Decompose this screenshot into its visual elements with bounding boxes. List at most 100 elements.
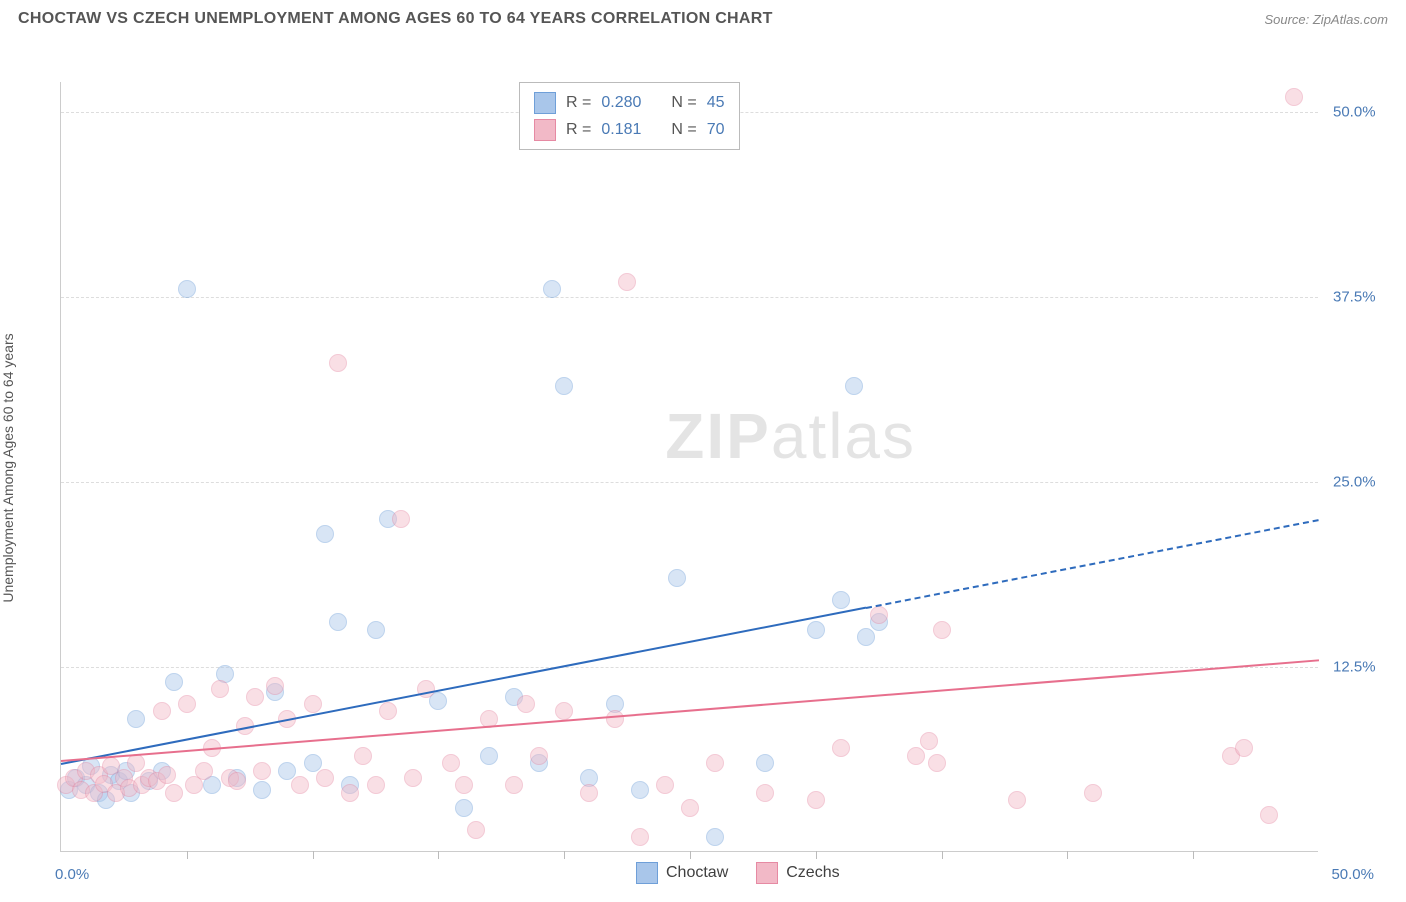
data-point: [165, 673, 183, 691]
data-point: [367, 621, 385, 639]
data-point: [278, 762, 296, 780]
data-point: [681, 799, 699, 817]
data-point: [291, 776, 309, 794]
data-point: [807, 791, 825, 809]
data-point: [505, 776, 523, 794]
data-point: [246, 688, 264, 706]
legend-r-label: R =: [566, 116, 591, 143]
data-point: [756, 754, 774, 772]
trend-line: [866, 519, 1319, 609]
data-point: [304, 754, 322, 772]
data-point: [165, 784, 183, 802]
data-point: [928, 754, 946, 772]
data-point: [555, 377, 573, 395]
x-tick: [1193, 851, 1194, 859]
trend-line: [61, 659, 1319, 762]
legend-r-label: R =: [566, 89, 591, 116]
legend-n-value: 70: [707, 116, 725, 143]
data-point: [631, 781, 649, 799]
data-point: [1235, 739, 1253, 757]
data-point: [807, 621, 825, 639]
data-point: [127, 710, 145, 728]
data-point: [580, 784, 598, 802]
data-point: [618, 273, 636, 291]
legend-swatch: [534, 92, 556, 114]
data-point: [158, 766, 176, 784]
data-point: [845, 377, 863, 395]
data-point: [1285, 88, 1303, 106]
data-point: [404, 769, 422, 787]
data-point: [706, 828, 724, 846]
x-tick: [1067, 851, 1068, 859]
y-axis-label: Unemployment Among Ages 60 to 64 years: [0, 333, 16, 602]
chart-header: CHOCTAW VS CZECH UNEMPLOYMENT AMONG AGES…: [0, 0, 1406, 34]
watermark: ZIPatlas: [665, 399, 916, 473]
data-point: [455, 799, 473, 817]
legend-swatch: [636, 862, 658, 884]
data-point: [127, 754, 145, 772]
data-point: [228, 772, 246, 790]
legend-item: Choctaw: [636, 862, 728, 884]
data-point: [530, 747, 548, 765]
data-point: [857, 628, 875, 646]
y-tick-label: 25.0%: [1333, 473, 1376, 490]
data-point: [341, 784, 359, 802]
data-point: [455, 776, 473, 794]
data-point: [1260, 806, 1278, 824]
data-point: [517, 695, 535, 713]
data-point: [543, 280, 561, 298]
x-tick: [313, 851, 314, 859]
data-point: [668, 569, 686, 587]
data-point: [329, 354, 347, 372]
x-tick: [187, 851, 188, 859]
data-point: [555, 702, 573, 720]
legend-r-value: 0.280: [601, 89, 641, 116]
data-point: [379, 702, 397, 720]
data-point: [211, 680, 229, 698]
y-tick-label: 37.5%: [1333, 288, 1376, 305]
data-point: [417, 680, 435, 698]
data-point: [631, 828, 649, 846]
x-tick: [816, 851, 817, 859]
y-tick-label: 50.0%: [1333, 103, 1376, 120]
legend-swatch: [534, 119, 556, 141]
data-point: [329, 613, 347, 631]
source-attribution: Source: ZipAtlas.com: [1264, 12, 1388, 27]
legend-series-name: Czechs: [786, 864, 839, 882]
data-point: [606, 710, 624, 728]
x-axis-max-label: 50.0%: [1331, 866, 1374, 883]
legend-item: Czechs: [756, 862, 839, 884]
data-point: [832, 591, 850, 609]
legend-n-value: 45: [707, 89, 725, 116]
data-point: [1084, 784, 1102, 802]
data-point: [656, 776, 674, 794]
series-legend: Choctaw Czechs: [636, 862, 840, 884]
legend-n-label: N =: [671, 89, 696, 116]
data-point: [316, 525, 334, 543]
data-point: [316, 769, 334, 787]
chart-title: CHOCTAW VS CZECH UNEMPLOYMENT AMONG AGES…: [18, 10, 773, 28]
data-point: [178, 280, 196, 298]
data-point: [706, 754, 724, 772]
data-point: [195, 762, 213, 780]
data-point: [392, 510, 410, 528]
legend-r-value: 0.181: [601, 116, 641, 143]
data-point: [480, 747, 498, 765]
plot-area: 12.5%25.0%37.5%50.0%0.0%50.0%ZIPatlasR =…: [60, 82, 1318, 852]
x-tick: [942, 851, 943, 859]
data-point: [756, 784, 774, 802]
data-point: [920, 732, 938, 750]
data-point: [367, 776, 385, 794]
data-point: [1008, 791, 1026, 809]
x-tick: [438, 851, 439, 859]
data-point: [266, 677, 284, 695]
y-tick-label: 12.5%: [1333, 658, 1376, 675]
data-point: [442, 754, 460, 772]
x-tick: [690, 851, 691, 859]
gridline: [61, 667, 1318, 668]
data-point: [467, 821, 485, 839]
data-point: [870, 606, 888, 624]
chart-container: Unemployment Among Ages 60 to 64 years 1…: [18, 34, 1388, 902]
data-point: [253, 781, 271, 799]
gridline: [61, 482, 1318, 483]
